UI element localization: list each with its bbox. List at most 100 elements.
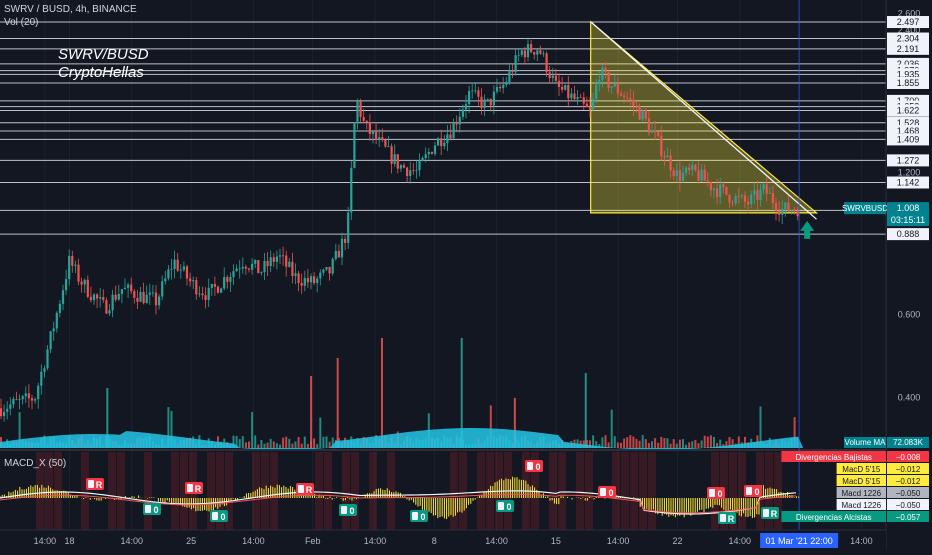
candle-body: [784, 202, 787, 209]
candle-body: [241, 266, 244, 269]
candle-body: [492, 91, 495, 106]
divergence-tag-label: R: [96, 480, 103, 490]
candle-body: [753, 190, 756, 195]
divergence-stripe: [270, 452, 278, 530]
candle-body: [322, 269, 325, 273]
volume-bar: [328, 441, 331, 448]
divergence-stripe: [369, 452, 377, 530]
candle-body: [176, 259, 179, 271]
candle-body: [471, 90, 474, 92]
divergence-stripe: [576, 452, 584, 530]
volume-bar: [629, 435, 632, 448]
divergence-stripe: [108, 452, 116, 530]
symbol-tag-bg: [844, 202, 886, 215]
candle-body: [654, 130, 657, 133]
time-tick: 14:00: [120, 536, 143, 546]
time-tick: 22: [673, 536, 683, 546]
volume-bar: [632, 436, 635, 448]
level-price-text: 1.622: [897, 106, 920, 116]
divergence-stripe: [252, 452, 260, 530]
level-price-tag: [887, 228, 929, 241]
volume-bar: [18, 412, 21, 448]
candle-body: [300, 283, 303, 286]
price-tick: 0.600: [898, 310, 921, 320]
candle-body: [502, 84, 505, 89]
volume-bar: [703, 435, 706, 448]
candle-body: [632, 99, 635, 106]
volume-bar: [691, 441, 694, 448]
candle-body: [347, 212, 350, 243]
candle-body: [173, 259, 176, 270]
candle-body: [49, 331, 52, 350]
candle-body: [83, 279, 86, 285]
macd-line: [0, 490, 797, 515]
time-axis[interactable]: 14:00 18 14:00 25 14:00 Feb 14:00 8 14:00 15 14:00…: [0, 529, 886, 550]
candle-body: [393, 154, 396, 164]
candle-body: [480, 96, 483, 108]
candle-body: [105, 300, 108, 314]
horizontal-levels: [0, 21, 886, 235]
candle-body: [691, 164, 694, 171]
candle-body: [356, 101, 359, 124]
volume-bar: [167, 407, 170, 448]
level-price-tag: [887, 32, 929, 45]
volume-bar: [666, 438, 669, 448]
candle-body: [781, 208, 784, 215]
candle-body: [294, 273, 297, 277]
candle-body: [89, 296, 92, 301]
candle-body: [204, 295, 207, 300]
candle-body: [247, 268, 251, 270]
candle-body: [449, 134, 452, 139]
bull-bear-icon: [746, 487, 752, 495]
candle-body: [61, 290, 65, 304]
candle-body: [709, 182, 712, 191]
candle-body: [24, 393, 27, 397]
candle-body: [260, 272, 263, 274]
candle-body: [728, 194, 731, 203]
divergence-stripe: [180, 452, 188, 530]
candle-body: [123, 287, 127, 290]
candle-body: [647, 118, 650, 133]
volume-spike: [336, 358, 339, 448]
candle-body: [468, 90, 471, 105]
divergence-tag-label: R: [306, 485, 313, 495]
candle-body: [626, 97, 629, 99]
candle-body: [579, 97, 582, 98]
volume-bar: [731, 439, 734, 448]
triangle-shape[interactable]: [590, 20, 819, 214]
price-axis[interactable]: 2.600 2.400 1.200 0.600 0.400 2.497 2.3042.191…: [781, 0, 932, 550]
volume-bar: [601, 437, 604, 448]
candle-body: [55, 312, 58, 329]
time-tick: 18: [64, 536, 74, 546]
candle-body: [384, 140, 387, 147]
volume-bar: [675, 443, 678, 448]
candle-body: [288, 261, 291, 267]
volume-spike: [584, 373, 587, 448]
divergence-tag-label: 0: [349, 506, 354, 516]
trendline[interactable]: [590, 21, 817, 220]
price-pane[interactable]: [0, 0, 886, 450]
candle-body: [719, 184, 722, 197]
candle-body: [712, 188, 716, 191]
volume-bar: [238, 438, 241, 448]
candle-body: [793, 210, 796, 212]
candle-body: [207, 287, 210, 300]
candle-body: [567, 84, 570, 99]
volume-bar: [306, 443, 309, 448]
volume-bar: [595, 441, 598, 448]
divergence-tag-label: 0: [608, 488, 613, 498]
candle-body: [774, 203, 778, 211]
bull-bear-icon: [88, 480, 94, 488]
descending-triangle[interactable]: [590, 20, 819, 220]
divergence-tag-label: 0: [535, 462, 540, 472]
divergence-stripe: [117, 452, 125, 530]
candle-body: [328, 266, 331, 274]
macd-value: −0.050: [896, 489, 921, 498]
candle-body: [396, 154, 399, 169]
candle-body: [666, 155, 669, 158]
bull-bear-icon: [709, 489, 715, 497]
candle-body: [644, 110, 647, 119]
candle-body: [765, 184, 768, 194]
candle-body: [362, 117, 365, 121]
candle-body: [210, 284, 213, 288]
